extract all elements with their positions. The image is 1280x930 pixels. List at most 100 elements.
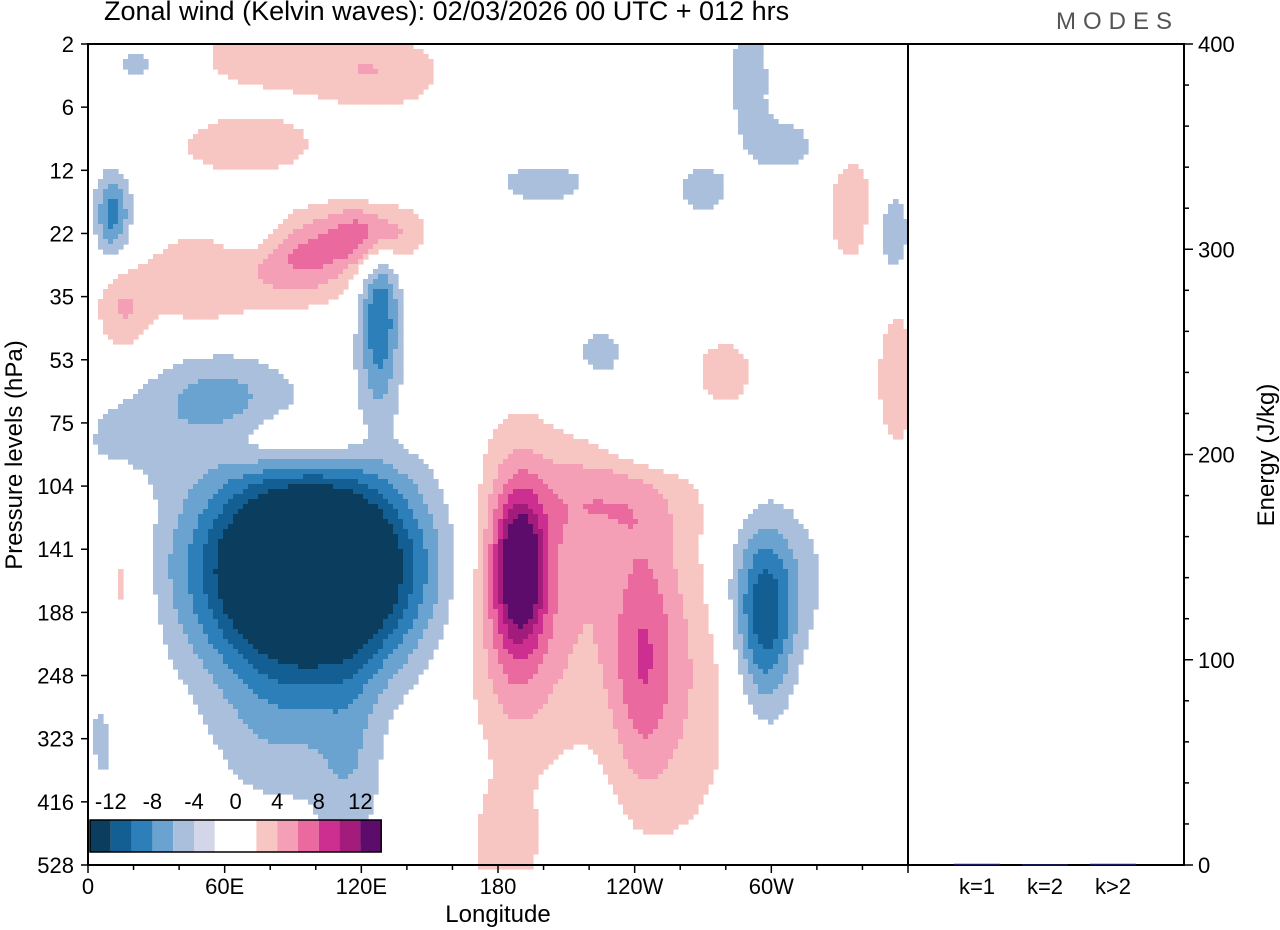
heat-cell <box>348 519 354 525</box>
heat-cell <box>338 624 344 630</box>
heat-cell <box>303 769 309 775</box>
heat-cell <box>203 644 209 650</box>
heat-cell <box>363 404 369 410</box>
heat-cell <box>138 64 144 70</box>
heat-cell <box>158 609 164 615</box>
heat-cell <box>183 679 189 685</box>
heat-cell <box>268 584 274 590</box>
heat-cell <box>248 389 254 395</box>
heat-cell <box>263 239 269 245</box>
heat-cell <box>318 564 324 570</box>
heat-cell <box>238 409 244 415</box>
heat-cell <box>263 664 269 670</box>
heat-cell <box>368 699 374 705</box>
heat-cell <box>318 89 324 95</box>
heat-cell <box>233 594 239 600</box>
heat-cell <box>213 54 219 60</box>
heat-cell <box>233 274 239 280</box>
heat-cell <box>323 54 329 60</box>
heat-cell <box>353 359 359 365</box>
heat-cell <box>218 629 224 635</box>
heat-cell <box>293 154 299 160</box>
heat-cell <box>318 814 324 820</box>
heat-cell <box>313 599 319 605</box>
heat-cell <box>143 274 149 280</box>
heat-cell <box>248 714 254 720</box>
heat-cell <box>233 294 239 300</box>
heat-cell <box>323 524 329 530</box>
heat-cell <box>103 319 109 325</box>
heat-cell <box>238 364 244 370</box>
heat-cell <box>223 459 229 465</box>
heat-cell <box>168 534 174 540</box>
heat-cell <box>278 154 284 160</box>
heat-cell <box>368 669 374 675</box>
heat-cell <box>98 759 104 765</box>
heat-cell <box>358 204 364 210</box>
heat-cell <box>198 139 204 145</box>
heat-cell <box>298 769 304 775</box>
heat-cell <box>358 574 364 580</box>
heat-cell <box>288 304 294 310</box>
heat-cell <box>223 474 229 480</box>
heat-cell <box>143 294 149 300</box>
heat-cell <box>363 644 369 650</box>
heat-cell <box>118 319 124 325</box>
heat-cell <box>208 614 214 620</box>
heat-cell <box>253 614 259 620</box>
heat-cell <box>268 59 274 65</box>
heat-cell <box>123 204 129 210</box>
heat-cell <box>333 569 339 575</box>
heat-cell <box>218 524 224 530</box>
heat-cell <box>358 584 364 590</box>
heat-cell <box>273 594 279 600</box>
heat-cell <box>168 584 174 590</box>
heat-cell <box>358 739 364 745</box>
heat-cell <box>233 754 239 760</box>
heat-cell <box>238 524 244 530</box>
heat-cell <box>308 519 314 525</box>
heat-cell <box>163 379 169 385</box>
heat-cell <box>263 299 269 305</box>
heat-cell <box>213 739 219 745</box>
heat-cell <box>113 209 119 215</box>
heat-cell <box>303 549 309 555</box>
heat-cell <box>263 294 269 300</box>
heat-cell <box>128 269 134 275</box>
heat-cell <box>203 244 209 250</box>
heat-cell <box>238 749 244 755</box>
heat-cell <box>303 234 309 240</box>
heat-cell <box>193 699 199 705</box>
heat-cell <box>348 729 354 735</box>
heat-cell <box>273 729 279 735</box>
heat-cell <box>193 469 199 475</box>
heat-cell <box>248 424 254 430</box>
heat-cell <box>358 729 364 735</box>
heat-cell <box>153 254 159 260</box>
heat-cell <box>268 384 274 390</box>
heat-cell <box>208 364 214 370</box>
heat-cell <box>263 279 269 285</box>
heat-cell <box>298 554 304 560</box>
heat-cell <box>318 504 324 510</box>
heat-cell <box>293 214 299 220</box>
heat-cell <box>233 679 239 685</box>
heat-cell <box>293 289 299 295</box>
heat-cell <box>263 534 269 540</box>
heat-cell <box>348 714 354 720</box>
heat-cell <box>258 124 264 130</box>
heat-cell <box>263 564 269 570</box>
heat-cell <box>248 264 254 270</box>
heat-cell <box>188 664 194 670</box>
heat-cell <box>313 89 319 95</box>
heat-cell <box>238 129 244 135</box>
heat-cell <box>238 684 244 690</box>
heat-cell <box>283 604 289 610</box>
heat-cell <box>268 144 274 150</box>
heat-cell <box>223 434 229 440</box>
heat-cell <box>123 449 129 455</box>
heat-cell <box>368 714 374 720</box>
heat-cell <box>263 669 269 675</box>
heat-cell <box>163 399 169 405</box>
heat-cell <box>318 579 324 585</box>
